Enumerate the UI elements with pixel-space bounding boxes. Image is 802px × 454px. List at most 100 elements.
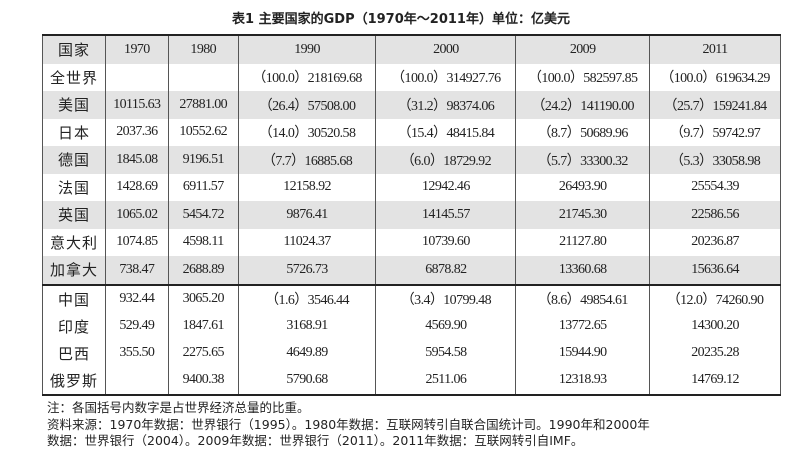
value-cell: 26493.90 — [515, 173, 651, 201]
value-cell: 20236.87 — [649, 228, 781, 256]
value-cell: （6.0）18729.92 — [375, 146, 517, 174]
value-cell: （5.7）33300.32 — [515, 146, 651, 174]
value-cell: 1065.02 — [104, 201, 169, 229]
table-row: 意大利 1074.85 4598.11 11024.37 10739.60 21127.8… — [42, 228, 781, 256]
country-cell: 俄罗斯 — [42, 366, 106, 396]
table-row: 巴西 355.50 2275.65 4649.89 5954.58 15944.90 202… — [42, 339, 781, 367]
value-cell: 738.47 — [104, 256, 169, 285]
value-cell: 2000 — [375, 34, 517, 64]
value-cell: 355.50 — [104, 339, 169, 367]
source-line: 数据：世界银行（2004）。2009年数据：世界银行（2011）。2011年数据… — [47, 433, 584, 448]
value-cell: 15944.90 — [515, 339, 651, 367]
value-cell — [104, 366, 169, 396]
table-row: 加拿大 738.47 2688.89 5726.73 6878.82 13360.68 15… — [42, 256, 781, 285]
value-cell: 5954.58 — [375, 339, 517, 367]
value-cell: 1847.61 — [167, 312, 239, 340]
value-cell: 12158.92 — [237, 173, 377, 201]
country-cell: 巴西 — [42, 339, 106, 367]
value-cell: 5790.68 — [237, 366, 377, 396]
value-cell: （26.4）57508.00 — [237, 91, 377, 119]
value-cell: 22586.56 — [649, 201, 781, 229]
value-cell: 2511.06 — [375, 366, 517, 396]
value-cell: 14145.57 — [375, 201, 517, 229]
value-cell: 2037.36 — [104, 118, 169, 146]
note-line: 注：各国括号内数字是占世界经济总量的比重。 — [47, 400, 310, 415]
value-cell: （8.7）50689.96 — [515, 118, 651, 146]
value-cell — [167, 63, 239, 91]
value-cell: 12318.93 — [515, 366, 651, 396]
value-cell: 13772.65 — [515, 312, 651, 340]
country-cell: 全世界 — [42, 63, 106, 91]
value-cell: 9196.51 — [167, 146, 239, 174]
country-cell: 国家 — [42, 34, 106, 64]
value-cell: （1.6）3546.44 — [237, 283, 377, 313]
value-cell — [104, 63, 169, 91]
value-cell: （100.0）582597.85 — [515, 63, 651, 91]
value-cell: 15636.64 — [649, 256, 781, 285]
value-cell: 6878.82 — [375, 256, 517, 285]
table-row: 德国 1845.08 9196.51 （7.7）16885.68 （6.0）18729.… — [42, 146, 781, 174]
value-cell: 21745.30 — [515, 201, 651, 229]
value-cell: 13360.68 — [515, 256, 651, 285]
country-cell: 法国 — [42, 173, 106, 201]
value-cell: 5726.73 — [237, 256, 377, 285]
value-cell: 27881.00 — [167, 91, 239, 119]
value-cell: 10739.60 — [375, 228, 517, 256]
table-title: 表1 主要国家的GDP（1970年～2011年）单位：亿美元 — [232, 12, 570, 27]
value-cell: 10115.63 — [104, 91, 169, 119]
table-row: 全世界 （100.0）218169.68 （100.0）314927.76 （100.… — [42, 63, 781, 91]
country-cell: 美国 — [42, 91, 106, 119]
value-cell: 12942.46 — [375, 173, 517, 201]
value-cell: （5.3）33058.98 — [649, 146, 781, 174]
value-cell: 4649.89 — [237, 339, 377, 367]
value-cell: 4569.90 — [375, 312, 517, 340]
value-cell: 1074.85 — [104, 228, 169, 256]
value-cell: 21127.80 — [515, 228, 651, 256]
value-cell: （8.6）49854.61 — [515, 283, 651, 313]
value-cell: 2275.65 — [167, 339, 239, 367]
value-cell: （100.0）218169.68 — [237, 63, 377, 91]
table-row: 日本 2037.36 10552.62 （14.0）30520.58 （15.4）484… — [42, 118, 781, 146]
value-cell: （15.4）48415.84 — [375, 118, 517, 146]
value-cell: 2009 — [515, 34, 651, 64]
table-row: 英国 1065.02 5454.72 9876.41 14145.57 21745.30 2… — [42, 201, 781, 229]
value-cell: （100.0）314927.76 — [375, 63, 517, 91]
value-cell: 3065.20 — [167, 283, 239, 313]
country-cell: 加拿大 — [42, 256, 106, 285]
value-cell: 11024.37 — [237, 228, 377, 256]
source-line: 资料来源：1970年数据：世界银行（1995）。1980年数据：互联网转引自联合… — [47, 416, 650, 432]
country-cell: 英国 — [42, 201, 106, 229]
value-cell: 1428.69 — [104, 173, 169, 201]
value-cell: 10552.62 — [167, 118, 239, 146]
value-cell: 1990 — [237, 34, 377, 64]
value-cell: 1970 — [104, 34, 169, 64]
value-cell: 1845.08 — [104, 146, 169, 174]
value-cell: （100.0）619634.29 — [649, 63, 781, 91]
table-row: 印度 529.49 1847.61 3168.91 4569.90 13772.65 143… — [42, 312, 781, 340]
value-cell: 1980 — [167, 34, 239, 64]
value-cell: 2011 — [649, 34, 781, 64]
country-cell: 日本 — [42, 118, 106, 146]
value-cell: （14.0）30520.58 — [237, 118, 377, 146]
value-cell: 3168.91 — [237, 312, 377, 340]
country-cell: 印度 — [42, 312, 106, 340]
value-cell: 14769.12 — [649, 366, 781, 396]
table-row: 法国 1428.69 6911.57 12158.92 12942.46 26493.90… — [42, 173, 781, 201]
country-cell: 意大利 — [42, 228, 106, 256]
country-cell: 中国 — [42, 283, 106, 313]
table-row: 中国 932.44 3065.20 （1.6）3546.44 （3.4）10799.48… — [42, 283, 781, 313]
value-cell: 14300.20 — [649, 312, 781, 340]
table-row: 美国 10115.63 27881.00 （26.4）57508.00 （31.2）98… — [42, 91, 781, 119]
value-cell: （9.7）59742.97 — [649, 118, 781, 146]
value-cell: （12.0）74260.90 — [649, 283, 781, 313]
value-cell: （25.7）159241.84 — [649, 91, 781, 119]
value-cell: 20235.28 — [649, 339, 781, 367]
value-cell: 6911.57 — [167, 173, 239, 201]
value-cell: 4598.11 — [167, 228, 239, 256]
country-cell: 德国 — [42, 146, 106, 174]
value-cell: 9400.38 — [167, 366, 239, 396]
header-row: 国家 1970 1980 1990 2000 2009 2011 — [42, 34, 781, 64]
value-cell: （31.2）98374.06 — [375, 91, 517, 119]
value-cell: （3.4）10799.48 — [375, 283, 517, 313]
value-cell: 5454.72 — [167, 201, 239, 229]
